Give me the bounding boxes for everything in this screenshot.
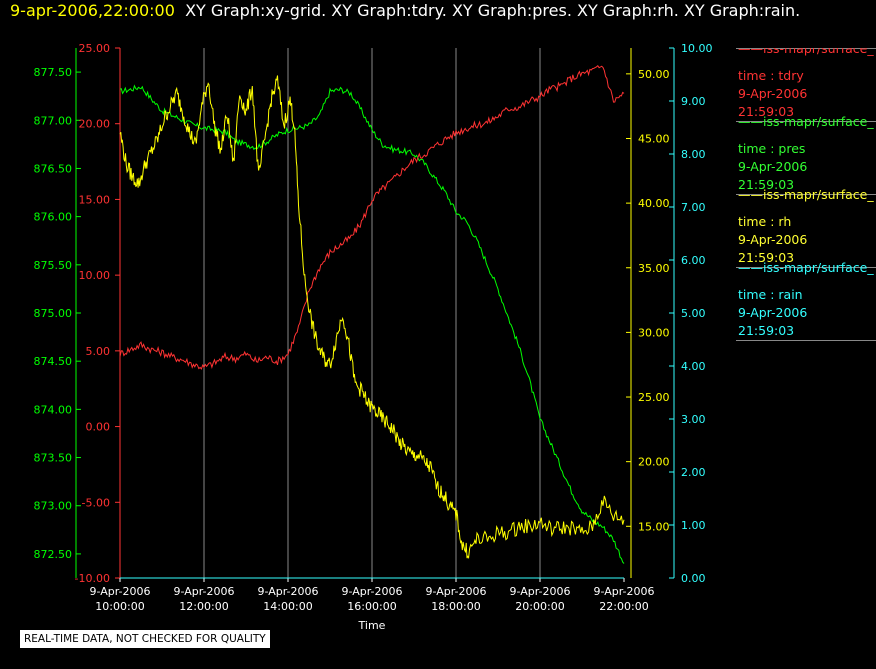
legend-swatch: —— bbox=[738, 48, 763, 56]
legend-date: 9-Apr-2006 bbox=[738, 159, 808, 174]
axis-rain-tick-label: 6.00 bbox=[681, 254, 706, 267]
axis-pres-tick-label: 875.50 bbox=[34, 259, 73, 272]
axis-tdry-tick-label: 0.00 bbox=[86, 421, 111, 434]
window-title: 9-apr-2006,22:00:00 XY Graph:xy-grid. XY… bbox=[10, 1, 800, 20]
axis-time-tick-date: 9-Apr-2006 bbox=[509, 585, 570, 598]
axis-rain-tick-label: 3.00 bbox=[681, 413, 706, 426]
axis-rh-tick-label: 50.00 bbox=[638, 68, 670, 81]
legend-source-text: iss-mapr/surface_ bbox=[763, 187, 874, 202]
legend-source-text: iss-mapr/surface_ bbox=[763, 48, 874, 56]
legend-swatch: —— bbox=[738, 187, 763, 202]
axis-rain-tick-label: 7.00 bbox=[681, 201, 706, 214]
axis-time-tick-time: 22:00:00 bbox=[599, 600, 648, 613]
axis-pres-tick-label: 876.50 bbox=[34, 162, 73, 175]
title-timestamp: 9-apr-2006,22:00:00 bbox=[10, 1, 175, 20]
axis-tdry-tick-label: 15.00 bbox=[79, 193, 111, 206]
axis-pres-tick-label: 877.50 bbox=[34, 66, 73, 79]
legend-source: ——iss-mapr/surface_ bbox=[736, 48, 876, 58]
axis-pres-tick-label: 874.00 bbox=[34, 403, 73, 416]
axis-time-tick-date: 9-Apr-2006 bbox=[341, 585, 402, 598]
axis-pres-tick-label: 874.50 bbox=[34, 355, 73, 368]
axis-tdry-tick-label: 25.00 bbox=[79, 42, 111, 55]
legend-entry: ——iss-mapr/surface_time : pres 9-Apr-2006… bbox=[736, 114, 876, 194]
series-line-pres bbox=[119, 84, 625, 564]
axis-rh-tick-label: 30.00 bbox=[638, 326, 670, 339]
axis-time-tick-time: 14:00:00 bbox=[263, 600, 312, 613]
axis-rh-tick-label: 35.00 bbox=[638, 262, 670, 275]
axis-tdry-tick-label: 5.00 bbox=[86, 345, 111, 358]
axis-tdry-tick-label: -5.00 bbox=[82, 496, 110, 509]
legend-date: 9-Apr-2006 bbox=[738, 86, 808, 101]
legend-entry: ——iss-mapr/surface_time : rh 9-Apr-2006 21… bbox=[736, 187, 876, 267]
legend-swatch: —— bbox=[738, 260, 763, 275]
axis-rh-tick-label: 20.00 bbox=[638, 456, 670, 469]
axis-rh-tick-label: 15.00 bbox=[638, 520, 670, 533]
axis-rain-tick-label: 1.00 bbox=[681, 519, 706, 532]
axis-rain-tick-label: 10.00 bbox=[681, 42, 713, 55]
axis-rain-tick-label: 0.00 bbox=[681, 572, 706, 585]
legend-source: ——iss-mapr/surface_ bbox=[736, 259, 876, 277]
axis-time-tick-time: 12:00:00 bbox=[179, 600, 228, 613]
legend-source-text: iss-mapr/surface_ bbox=[763, 260, 874, 275]
axis-time-tick-time: 20:00:00 bbox=[515, 600, 564, 613]
legend-variable: time : rh bbox=[738, 214, 792, 229]
legend-time: 21:59:03 bbox=[738, 323, 795, 338]
axis-time: 9-Apr-2006 10:00:00 9-Apr-2006 12:00:00 9-Ap… bbox=[89, 577, 655, 613]
axis-rh-tick-label: 40.00 bbox=[638, 197, 670, 210]
legend-variable: time : tdry bbox=[738, 68, 804, 83]
axis-rain-tick-label: 9.00 bbox=[681, 95, 706, 108]
axis-time-label: Time bbox=[358, 619, 386, 632]
legend-entry: ——iss-mapr/surface_time : tdry 9-Apr-2006… bbox=[736, 48, 876, 121]
axis-tdry: -10.00 -5.00 0.00 5.00 10.00 15.00 20.00 25.00 bbox=[75, 42, 121, 585]
title-graphs: XY Graph:xy-grid. XY Graph:tdry. XY Grap… bbox=[185, 1, 801, 20]
axis-time-tick-date: 9-Apr-2006 bbox=[425, 585, 486, 598]
legend-source: ——iss-mapr/surface_ bbox=[736, 186, 876, 204]
axis-rh: 15.00 20.00 25.00 30.00 35.00 40.00 45.00 50.00 bbox=[626, 48, 670, 578]
axis-pres: 872.50 873.00 873.50 874.00 874.50 875.00 875.… bbox=[34, 48, 81, 578]
series-line-tdry bbox=[119, 64, 625, 370]
legend-time: 21:59:03 bbox=[738, 250, 795, 265]
axis-pres-tick-label: 877.00 bbox=[34, 114, 73, 127]
axis-pres-tick-label: 875.00 bbox=[34, 307, 73, 320]
axis-rain-tick-label: 5.00 bbox=[681, 307, 706, 320]
axis-tdry-tick-label: 20.00 bbox=[79, 118, 111, 131]
axis-rain-tick-label: 2.00 bbox=[681, 466, 706, 479]
axis-tdry-tick-label: -10.00 bbox=[75, 572, 110, 585]
legend-date: 9-Apr-2006 bbox=[738, 305, 808, 320]
legend-source: ——iss-mapr/surface_ bbox=[736, 113, 876, 131]
axis-rain: 0.00 1.00 2.00 3.00 4.00 5.00 6.00 7.00 8.00 9.00… bbox=[669, 42, 713, 585]
legend: ——iss-mapr/surface_ time : tdry 9-Apr-2006… bbox=[736, 48, 876, 341]
axis-tdry-tick-label: 10.00 bbox=[79, 269, 111, 282]
axis-time-tick-date: 9-Apr-2006 bbox=[257, 585, 318, 598]
axis-pres-tick-label: 876.00 bbox=[34, 211, 73, 224]
legend-swatch: —— bbox=[738, 114, 763, 129]
series-line-rh bbox=[119, 75, 625, 560]
legend-variable: time : rain bbox=[738, 287, 803, 302]
axis-rain-tick-label: 8.00 bbox=[681, 148, 706, 161]
axis-time-tick-time: 10:00:00 bbox=[95, 600, 144, 613]
legend-time: 21:59:03 bbox=[738, 104, 795, 119]
axis-pres-tick-label: 872.50 bbox=[34, 548, 73, 561]
axis-pres-tick-label: 873.00 bbox=[34, 500, 73, 513]
axis-time-tick-date: 9-Apr-2006 bbox=[89, 585, 150, 598]
axis-time-tick-time: 18:00:00 bbox=[431, 600, 480, 613]
legend-time: 21:59:03 bbox=[738, 177, 795, 192]
axis-pres-tick-label: 873.50 bbox=[34, 452, 73, 465]
legend-source-text: iss-mapr/surface_ bbox=[763, 114, 874, 129]
quality-notice: REAL-TIME DATA, NOT CHECKED FOR QUALITY bbox=[20, 630, 270, 648]
legend-entry: ——iss-mapr/surface_time : rain 9-Apr-2006… bbox=[736, 260, 876, 341]
axis-rain-tick-label: 4.00 bbox=[681, 360, 706, 373]
legend-variable: time : pres bbox=[738, 141, 806, 156]
axis-rh-tick-label: 25.00 bbox=[638, 391, 670, 404]
axis-time-tick-date: 9-Apr-2006 bbox=[173, 585, 234, 598]
axis-time-tick-time: 16:00:00 bbox=[347, 600, 396, 613]
axis-time-tick-date: 9-Apr-2006 bbox=[593, 585, 654, 598]
legend-date: 9-Apr-2006 bbox=[738, 232, 808, 247]
axis-rh-tick-label: 45.00 bbox=[638, 132, 670, 145]
